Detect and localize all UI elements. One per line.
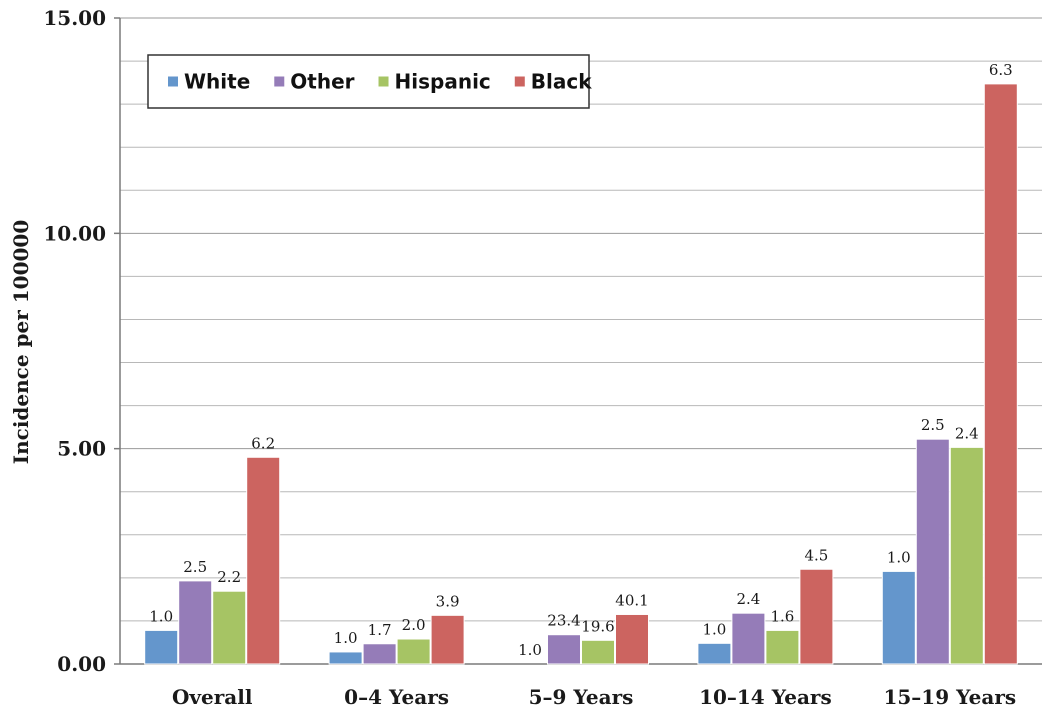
legend-entry: White <box>184 70 250 94</box>
data-label: 2.4 <box>736 590 760 608</box>
bar <box>396 638 431 665</box>
data-label: 6.2 <box>251 434 275 452</box>
bars <box>144 83 1018 665</box>
data-label: 2.0 <box>402 616 426 634</box>
legend-entry: Black <box>531 70 592 94</box>
data-label: 1.0 <box>334 629 358 647</box>
data-label: 23.4 <box>547 612 580 630</box>
data-label: 2.5 <box>183 558 207 576</box>
bar <box>144 629 179 665</box>
x-tick-label: Overall <box>172 685 253 708</box>
bar <box>983 83 1018 665</box>
legend: White Other Hispanic Black <box>147 54 592 109</box>
data-label: 1.7 <box>368 621 392 639</box>
bar <box>328 651 363 665</box>
bar <box>915 438 950 665</box>
data-label: 40.1 <box>615 591 648 609</box>
data-label: 2.5 <box>921 416 945 434</box>
data-label: 1.6 <box>770 607 794 625</box>
data-label: 4.5 <box>804 546 828 564</box>
y-tick-label: 15.00 <box>43 6 106 30</box>
legend-entry: Hispanic <box>395 70 491 94</box>
data-label: 1.0 <box>149 607 173 625</box>
legend-swatch <box>378 76 389 87</box>
legend-swatch <box>514 76 525 87</box>
legend-swatch <box>274 76 285 87</box>
data-label: 1.0 <box>702 620 726 638</box>
bar <box>547 634 581 665</box>
bar <box>765 629 800 665</box>
legend-swatch <box>168 76 178 87</box>
x-tick-label: 10–14 Years <box>699 685 832 708</box>
x-tick-label: 5–9 Years <box>529 685 634 708</box>
bar <box>362 643 397 665</box>
data-label: 3.9 <box>436 592 460 610</box>
legend-entry: Other <box>290 70 354 94</box>
y-tick-label: 0.00 <box>57 652 106 676</box>
data-labels: 1.0 2.5 2.2 6.2 1.0 1.7 2.0 3.9 1.0 23.4 19.640.1 1… <box>149 61 1012 659</box>
bar <box>731 612 766 665</box>
y-tick-label: 10.00 <box>43 221 106 245</box>
y-tick-label: 5.00 <box>57 437 106 461</box>
data-label: 1.0 <box>518 641 542 659</box>
bar <box>615 613 649 665</box>
bar <box>430 614 465 665</box>
bar <box>949 446 984 665</box>
x-tick-label: 15–19 Years <box>883 685 1016 708</box>
bar <box>246 456 281 665</box>
data-label: 2.2 <box>217 568 241 586</box>
bar <box>212 590 247 665</box>
x-tick-label: 0–4 Years <box>344 685 449 708</box>
bar <box>178 580 213 665</box>
y-axis-label: Incidence per 100000 <box>9 220 33 465</box>
data-label: 1.0 <box>887 548 911 566</box>
bar <box>581 639 615 665</box>
bar <box>799 568 834 665</box>
data-label: 19.6 <box>581 617 614 635</box>
bar <box>697 642 732 665</box>
data-label: 6.3 <box>989 61 1013 79</box>
data-label: 2.4 <box>955 424 979 442</box>
bar <box>881 570 916 665</box>
